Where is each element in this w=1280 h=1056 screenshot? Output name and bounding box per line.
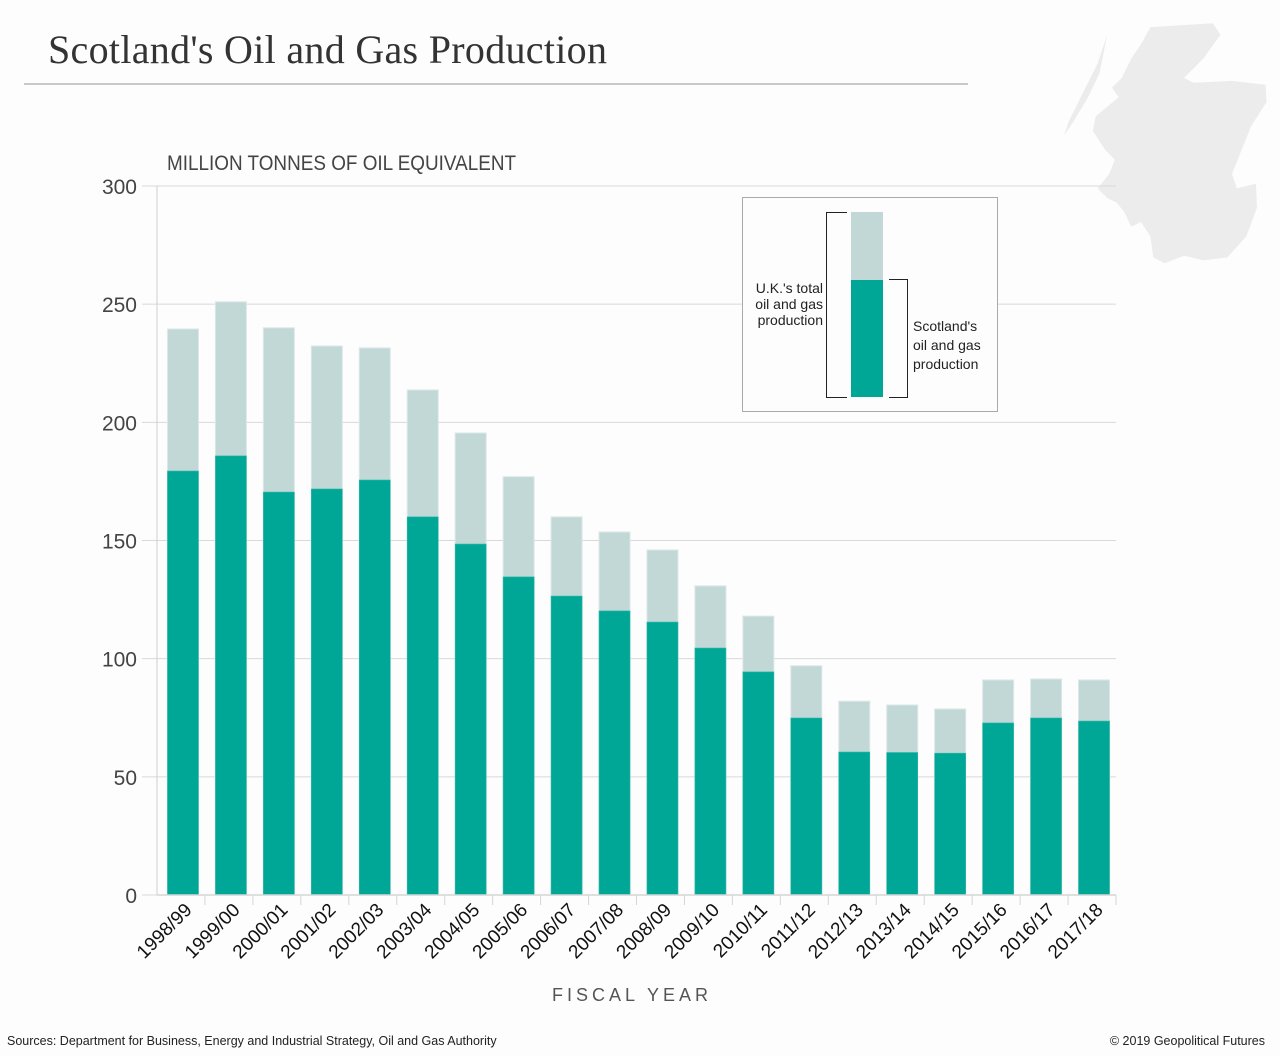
legend-swatch-scotland xyxy=(851,280,883,397)
title-divider xyxy=(24,83,968,85)
y-axis-unit-label: MILLION TONNES OF OIL EQUIVALENT xyxy=(167,152,517,175)
legend-label-scotland: Scotland's oil and gas production xyxy=(913,318,981,372)
bar-scotland xyxy=(790,717,823,896)
y-tick-label: 200 xyxy=(102,412,137,435)
bar-scotland xyxy=(167,470,199,896)
y-tick-label: 100 xyxy=(102,649,137,672)
bar-scotland xyxy=(502,576,535,896)
bar-scotland xyxy=(694,647,727,896)
bar-scotland xyxy=(550,595,583,896)
bar-scotland xyxy=(934,752,966,896)
legend: U.K.'s total oil and gas production Scot… xyxy=(742,197,998,412)
y-tick-label: 250 xyxy=(102,294,137,317)
scotland-map-icon xyxy=(1064,23,1267,264)
copyright-note: © 2019 Geopolitical Futures xyxy=(1109,1034,1265,1048)
y-tick-label: 300 xyxy=(102,176,137,199)
y-tick-label: 50 xyxy=(114,767,137,790)
bar-scotland xyxy=(454,543,487,896)
bar-scotland xyxy=(982,722,1014,896)
bar-scotland xyxy=(358,479,391,896)
y-tick-label: 0 xyxy=(125,885,137,908)
y-tick-label: 150 xyxy=(102,531,137,554)
chart-title: Scotland's Oil and Gas Production xyxy=(48,27,608,72)
x-axis-title: FISCAL YEAR xyxy=(552,985,713,1005)
bar-scotland xyxy=(263,491,295,896)
legend-swatch-uk-total xyxy=(851,212,883,280)
legend-scotland-bracket xyxy=(889,279,908,398)
bar-scotland xyxy=(406,516,439,896)
bar-scotland xyxy=(886,752,919,896)
sources-note: Sources: Department for Business, Energy… xyxy=(7,1034,497,1048)
bar-scotland xyxy=(215,455,247,896)
bar-scotland xyxy=(311,488,343,896)
bar-scotland xyxy=(742,671,775,896)
bar-scotland xyxy=(646,621,679,896)
bar-scotland xyxy=(838,751,871,896)
bar-scotland xyxy=(1078,720,1110,896)
legend-uk-bracket xyxy=(826,212,847,398)
bar-scotland xyxy=(1030,717,1062,896)
bar-scotland xyxy=(598,610,631,896)
legend-label-uk-total: U.K.'s total oil and gas production xyxy=(755,280,823,328)
